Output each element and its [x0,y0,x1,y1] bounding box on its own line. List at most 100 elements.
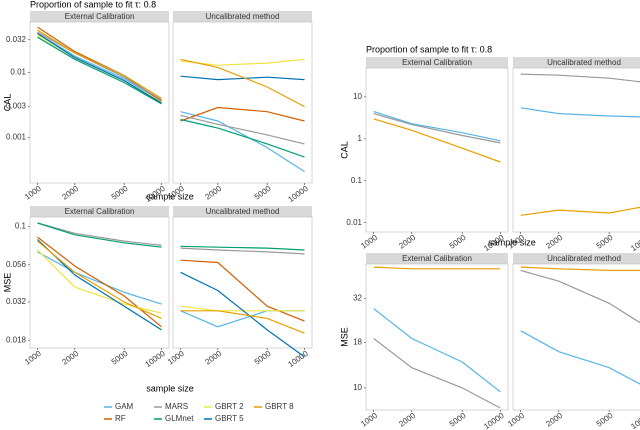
series-line [37,32,162,102]
series-line [520,266,640,271]
x-tick-label: 5000 [595,411,615,429]
x-tick-label: 10000 [286,184,310,204]
x-tick-label: 1000 [506,233,526,251]
legend-label: RF [115,414,126,423]
series-line [37,251,162,305]
series-line [180,111,305,173]
x-tick-label: 2000 [397,233,417,251]
chart-title: Proportion of sample to fit τ: 0.8 [30,0,156,9]
legend-label: GBRT 5 [215,414,244,423]
facet-label: External Calibration [402,58,472,67]
facet-label: Uncalibrated method [206,207,280,216]
facet-strip [366,253,508,264]
series-line [37,31,162,101]
facet-label: External Calibration [402,254,472,263]
series-line [37,249,162,314]
panel [365,263,509,411]
x-tick-label: 5000 [595,233,615,251]
facet-label: External Calibration [65,207,135,216]
legend-label: MARS [165,402,188,411]
y-axis-label: CAL [339,141,349,159]
facet-label: Uncalibrated method [206,12,280,21]
y-tick-label: 18 [353,338,362,347]
x-tick-label: 1000 [359,233,379,251]
y-axis-label: CAL [2,94,12,112]
y-tick-label: 0.032 [6,297,27,306]
facet-strip [366,57,508,68]
series-line [180,271,305,358]
series-line [180,118,305,158]
series-line [180,245,305,251]
y-tick-label: 32 [353,293,362,302]
panel [172,21,313,184]
legend-label: GBRT 8 [265,402,294,411]
series-line [37,29,162,99]
legend-label: GBRT 2 [215,402,244,411]
series-line [520,206,640,216]
series-line [373,266,501,270]
series-line [37,222,162,246]
series-line [373,110,501,142]
y-tick-label: 0.001 [6,133,27,142]
series-line [37,236,162,328]
facet-strip [173,206,312,217]
series-line [520,107,640,118]
x-tick-label: 5000 [448,233,468,251]
facet-label: Uncalibrated method [547,254,621,263]
series-line [37,32,162,104]
panel [172,216,313,349]
series-line [180,259,305,322]
y-tick-label: 0.01 [10,68,26,77]
facet-label: Uncalibrated method [547,58,621,67]
legend-label: GAM [115,402,134,411]
x-tick-label: 10000 [629,233,640,253]
chart-title: Proportion of sample to fit τ: 0.8 [366,44,492,54]
x-tick-label: 2000 [60,184,80,202]
facet-strip [30,11,169,22]
x-tick-label: 5000 [110,184,130,202]
x-tick-label: 2000 [544,233,564,251]
series-line [180,247,305,255]
panel [29,21,170,184]
x-axis-label: sample size [146,383,194,393]
x-tick-label: 1000 [23,184,43,202]
y-tick-label: 0.01 [346,218,362,227]
y-tick-label: 0.1 [351,176,363,185]
series-line [520,73,640,83]
panel [365,67,509,233]
x-tick-label: 10000 [629,411,640,430]
x-tick-label: 2000 [397,411,417,429]
series-line [180,310,305,334]
x-axis-label: sample size [146,191,194,201]
series-line [180,58,305,108]
y-axis-label: MSE [339,327,349,347]
facet-strip [173,11,312,22]
x-tick-label: 2000 [203,184,223,202]
y-tick-label: 0.032 [6,35,27,44]
y-tick-label: 0.1 [15,221,27,230]
x-tick-label: 1000 [166,349,186,367]
x-tick-label: 5000 [448,411,468,429]
x-tick-label: 1000 [23,349,43,367]
x-tick-label: 10000 [143,349,167,369]
series-line [520,330,640,385]
series-line [373,338,501,409]
series-line [37,36,162,105]
series-line [373,118,501,163]
x-tick-label: 5000 [253,349,273,367]
x-tick-label: 10000 [482,411,506,430]
x-axis-label: sample size [488,237,536,247]
series-line [180,114,305,145]
series-line [373,308,501,393]
y-tick-label: 10 [353,92,362,101]
x-tick-label: 5000 [253,184,273,202]
facet-label: External Calibration [65,12,135,21]
series-line [37,240,162,319]
x-tick-label: 1000 [506,411,526,429]
series-line [180,106,305,122]
y-tick-label: 0.018 [6,335,27,344]
series-line [520,269,640,324]
series-line [373,113,501,144]
x-tick-label: 2000 [60,349,80,367]
